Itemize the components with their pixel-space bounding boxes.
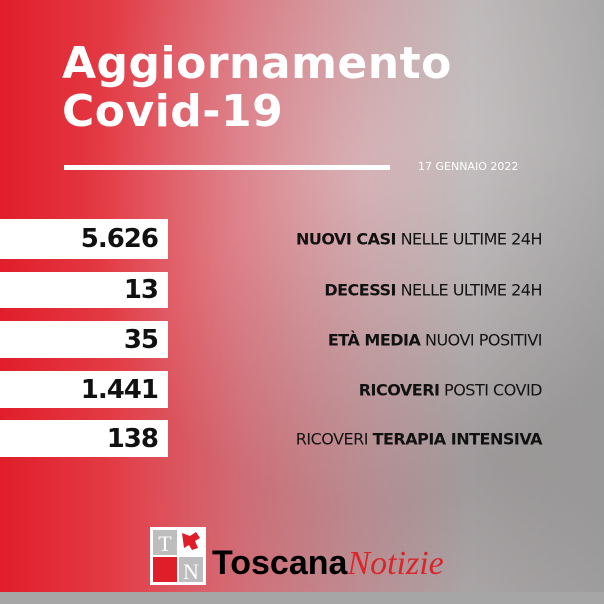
stat-value: 138: [106, 423, 159, 454]
stat-label: RICOVERI TERAPIA INTENSIVA: [295, 429, 543, 448]
stat-row: 13 DECESSI NELLE ULTIME 24H: [0, 272, 604, 308]
svg-text:T: T: [158, 531, 172, 556]
title-line-1: Aggiornamento: [62, 38, 452, 89]
stat-value: 35: [123, 324, 159, 355]
stat-value: 13: [123, 275, 159, 305]
stat-box: 35: [0, 321, 168, 358]
stat-box: 13: [0, 272, 168, 308]
stat-box: 5.626: [0, 219, 168, 259]
brand-name: ToscanaNotizie: [212, 544, 444, 582]
stat-row: 35 ETÀ MEDIA NUOVI POSITIVI: [0, 321, 604, 358]
divider: [64, 165, 390, 170]
stat-value: 5.626: [80, 224, 159, 254]
stat-box: 138: [0, 420, 168, 457]
svg-text:N: N: [183, 559, 199, 584]
toscana-notizie-logo: T N: [150, 527, 206, 585]
stat-label: DECESSI NELLE ULTIME 24H: [324, 280, 542, 300]
stat-label: ETÀ MEDIA NUOVI POSITIVI: [327, 330, 543, 349]
stat-label: RICOVERI POSTI COVID: [358, 380, 543, 399]
stat-value: 1.441: [80, 374, 159, 405]
stat-row: 5.626 NUOVI CASI NELLE ULTIME 24H: [0, 219, 604, 259]
page-title: Aggiornamento Covid-19: [62, 40, 452, 136]
stat-box: 1.441: [0, 371, 168, 408]
stat-row: 138 RICOVERI TERAPIA INTENSIVA: [0, 420, 604, 457]
title-line-2: Covid-19: [62, 86, 284, 137]
date: 17 GENNAIO 2022: [418, 160, 519, 173]
stat-label: NUOVI CASI NELLE ULTIME 24H: [295, 229, 543, 249]
stat-row: 1.441 RICOVERI POSTI COVID: [0, 371, 604, 408]
footer-band: [0, 592, 604, 604]
